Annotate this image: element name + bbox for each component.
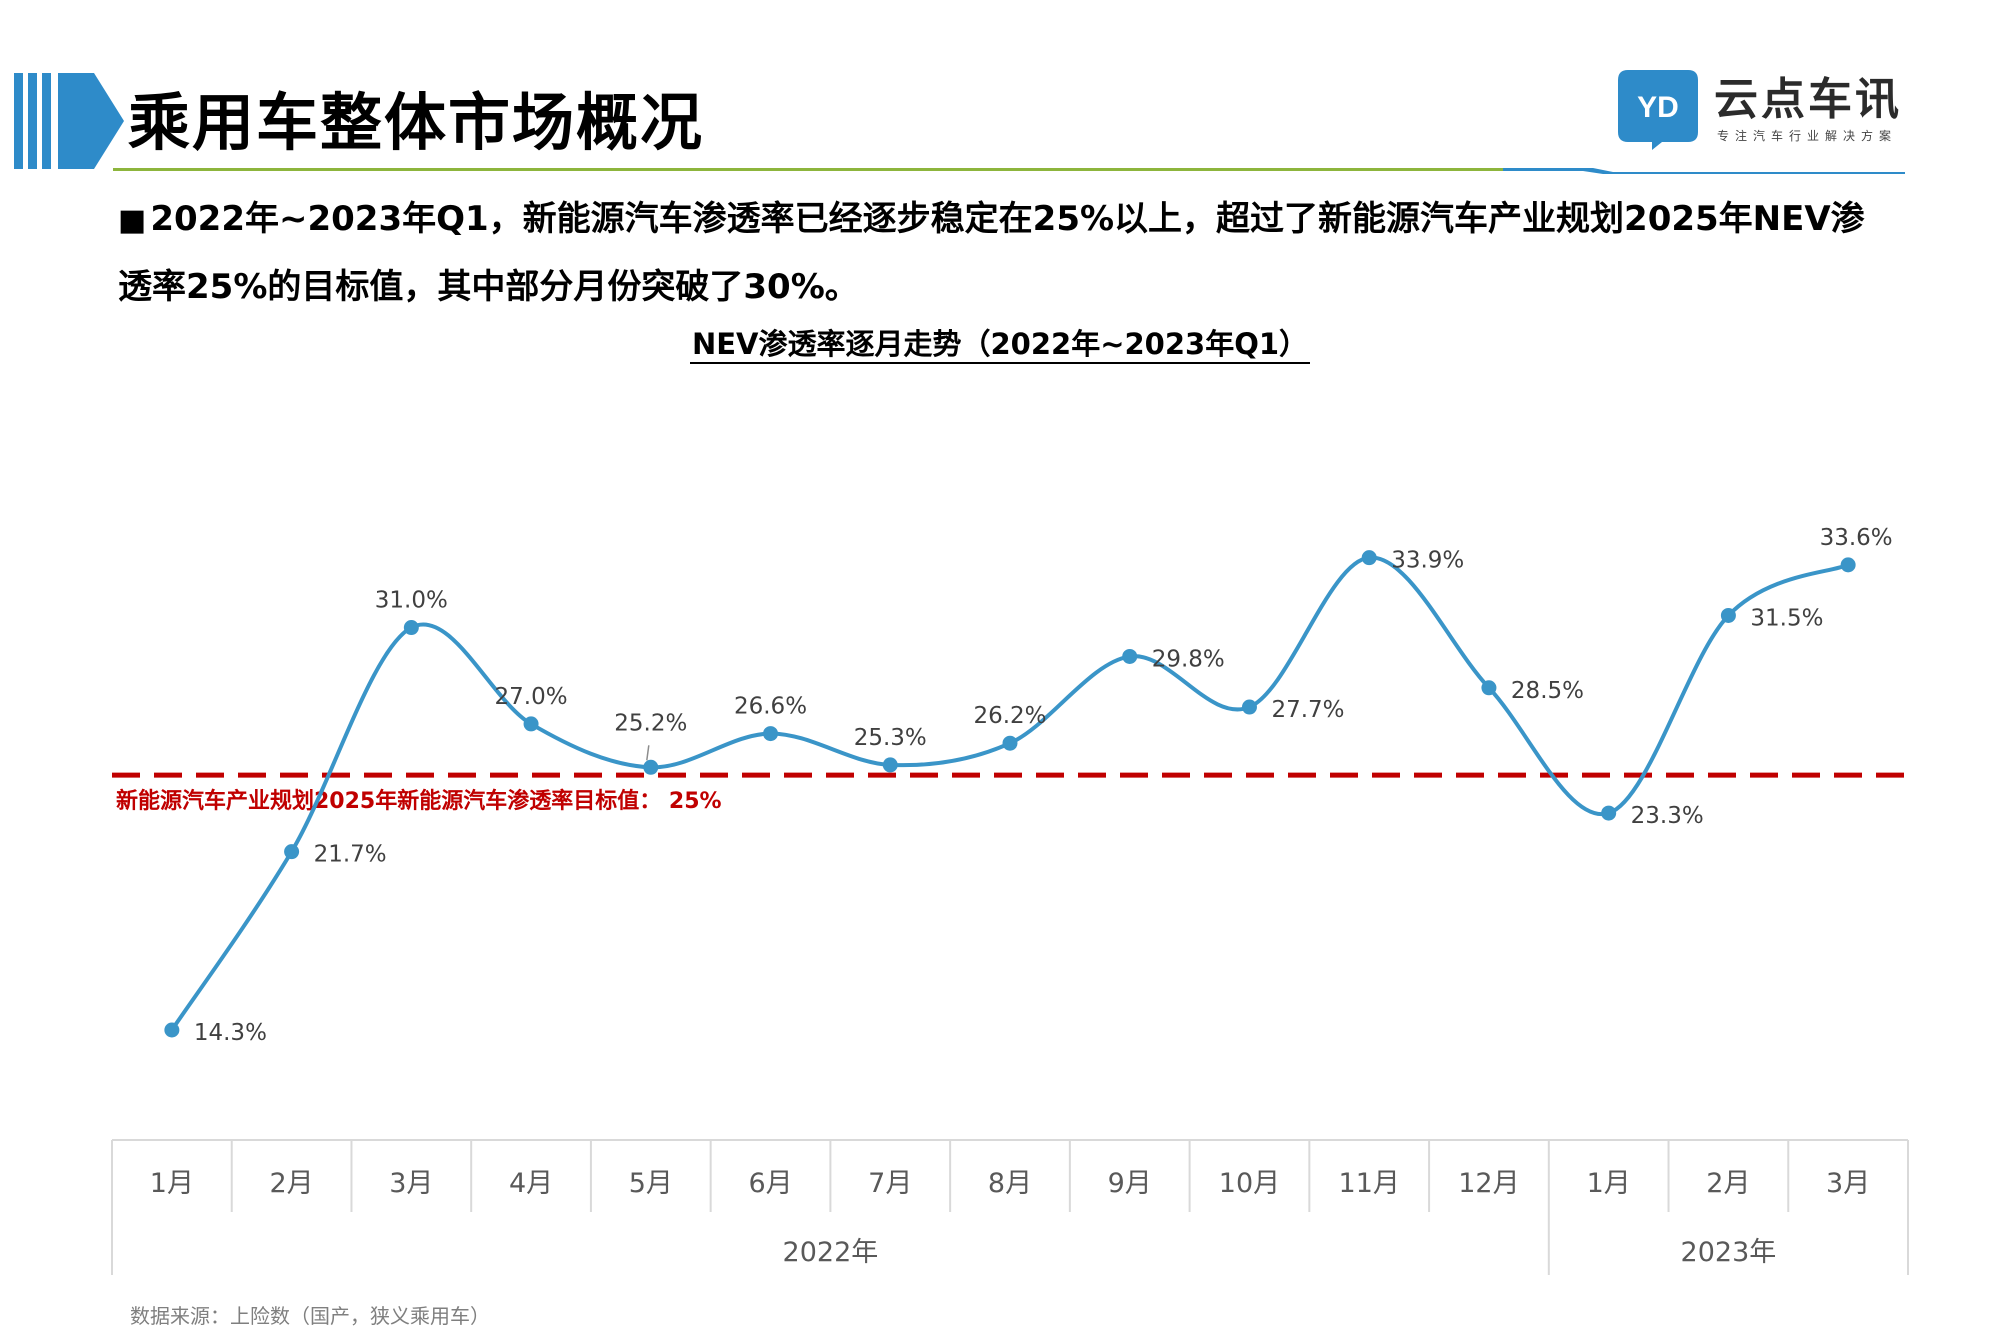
data-label: 28.5% (1511, 678, 1584, 704)
x-tick-label: 6月 (748, 1168, 792, 1199)
data-point (1241, 699, 1257, 715)
data-point (763, 726, 779, 742)
x-tick-label: 9月 (1108, 1168, 1152, 1199)
data-point (643, 759, 659, 775)
data-label-leader (646, 745, 650, 761)
data-label: 14.3% (194, 1020, 267, 1046)
data-label: 29.8% (1152, 646, 1225, 672)
x-tick-label: 12月 (1458, 1168, 1519, 1199)
data-points: 14.3% 21.7% 31.0% 27.0% 25.2% 26.6% 25.3% 26.2%… (164, 525, 1893, 1046)
data-point (164, 1022, 180, 1038)
category-axis-table: 1月 2月 3月 4月 5月 6月 7月 8月 9月 10月 11月 12月 1月 2月 3月 2022年 20… (111, 1139, 1909, 1275)
x-tick-label: 11月 (1339, 1168, 1400, 1199)
data-label: 21.7% (314, 842, 387, 868)
x-tick-label: 1月 (150, 1168, 194, 1199)
page-title: 乘用车整体市场概况 (128, 86, 705, 159)
data-label: 25.2% (614, 710, 687, 736)
chart-title: NEV渗透率逐月走势（2022年~2023年Q1） (689, 327, 1311, 364)
logo-mark-text: YD (1637, 91, 1679, 124)
data-label: 26.6% (734, 694, 807, 720)
x-tick-label: 5月 (629, 1168, 673, 1199)
logo-name: 云点车讯 (1714, 74, 1902, 125)
data-label: 25.3% (854, 725, 927, 751)
x-tick-label: 1月 (1587, 1168, 1631, 1199)
data-point (1720, 607, 1736, 623)
x-tick-label: 10月 (1219, 1168, 1280, 1199)
title-divider (113, 168, 1905, 174)
x-tick-label: 7月 (868, 1168, 912, 1199)
data-point (523, 716, 539, 732)
title-bars-icon (14, 73, 124, 169)
headline: ■ 2022年~2023年Q1，新能源汽车渗透率已经逐步稳定在25%以上，超过了新… (118, 186, 1898, 320)
data-point (1840, 557, 1856, 573)
logo-tagline: 专注汽车行业解决方案 (1717, 129, 1898, 143)
x-tick-label: 3月 (389, 1168, 433, 1199)
data-point (403, 620, 419, 636)
x-group-label: 2023年 (1681, 1237, 1777, 1268)
x-tick-label: 4月 (509, 1168, 553, 1199)
data-label: 27.0% (495, 684, 568, 710)
headline-bullet: ■ (118, 203, 147, 238)
data-label: 23.3% (1631, 803, 1704, 829)
data-point (1481, 680, 1497, 696)
data-label: 26.2% (973, 703, 1046, 729)
data-point (1122, 648, 1138, 664)
x-tick-label: 8月 (988, 1168, 1032, 1199)
data-point (882, 757, 898, 773)
target-line-label: 新能源汽车产业规划2025年新能源汽车渗透率目标值： 25% (116, 788, 722, 814)
chart-title-wrap: NEV渗透率逐月走势（2022年~2023年Q1） (0, 322, 2000, 366)
data-label: 31.0% (375, 588, 448, 614)
brand-logo: YD 云点车讯 专注汽车行业解决方案 (1618, 70, 1918, 156)
data-point (1002, 735, 1018, 751)
data-label: 31.5% (1750, 605, 1823, 631)
data-point (1601, 805, 1617, 821)
data-point (1361, 550, 1377, 566)
logo-mark-icon: YD (1618, 70, 1698, 150)
data-label: 33.6% (1820, 525, 1893, 551)
data-source-note: 数据来源：上险数（国产，狭义乘用车） (130, 1304, 490, 1328)
x-group-label: 2022年 (783, 1237, 879, 1268)
data-point (284, 844, 300, 860)
headline-text: 2022年~2023年Q1，新能源汽车渗透率已经逐步稳定在25%以上，超过了新能… (118, 199, 1865, 307)
x-tick-label: 2月 (1706, 1168, 1750, 1199)
x-tick-label: 3月 (1826, 1168, 1870, 1199)
data-label: 27.7% (1271, 697, 1344, 723)
data-label: 33.9% (1391, 548, 1464, 574)
x-tick-label: 2月 (270, 1168, 314, 1199)
